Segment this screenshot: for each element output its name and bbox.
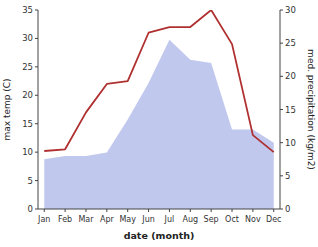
plot-area: [44, 10, 273, 209]
y-tick-label: 25: [22, 62, 33, 72]
x-axis-line: [38, 209, 280, 210]
y2-tick: [280, 76, 283, 77]
temperature-line: [44, 10, 273, 152]
y2-tick-label: 5: [285, 171, 290, 181]
x-tick-label: Apr: [100, 215, 115, 224]
x-tick-label: Nov: [245, 215, 261, 224]
x-tick-label: Dec: [266, 215, 281, 224]
y2-tick-label: 0: [285, 204, 290, 214]
x-tick: [127, 209, 128, 212]
y2-tick-label: 10: [285, 138, 296, 148]
y2-tick-label: 25: [285, 38, 296, 48]
y-tick: [35, 180, 38, 181]
y-tick: [35, 152, 38, 153]
y2-tick: [280, 175, 283, 176]
x-tick-label: May: [119, 215, 136, 224]
x-tick: [85, 209, 86, 212]
y-tick-label: 10: [22, 147, 33, 157]
y-tick: [35, 209, 38, 210]
y2-tick: [280, 43, 283, 44]
y2-tick-label: 15: [285, 105, 296, 115]
y-tick: [35, 10, 38, 11]
x-tick: [252, 209, 253, 212]
x-tick: [232, 209, 233, 212]
y2-tick: [280, 142, 283, 143]
x-tick: [148, 209, 149, 212]
y-tick: [35, 123, 38, 124]
y2-tick: [280, 109, 283, 110]
y2-tick-label: 30: [285, 5, 296, 15]
y2-tick: [280, 209, 283, 210]
x-tick: [211, 209, 212, 212]
chart: 0 5 10 15 20 25 30 35 0 5 10 15 20 25 30 Jan Feb Mar Apr Ma…: [0, 0, 318, 247]
x-tick: [273, 209, 274, 212]
x-tick: [44, 209, 45, 212]
y-tick-label: 30: [22, 33, 33, 43]
x-tick-label: Jul: [164, 215, 175, 224]
x-axis-label: date (month): [124, 230, 195, 241]
x-tick-label: Jan: [37, 215, 50, 224]
y-tick: [35, 95, 38, 96]
y-tick-label: 0: [28, 204, 33, 214]
x-tick-label: Oct: [225, 215, 239, 224]
y-tick-label: 15: [22, 119, 33, 129]
y-tick-label: 5: [28, 176, 33, 186]
y-tick-label: 20: [22, 90, 33, 100]
x-tick: [106, 209, 107, 212]
x-tick-label: Aug: [182, 215, 198, 224]
x-tick-label: Mar: [78, 215, 94, 224]
x-tick-label: Jun: [141, 215, 155, 224]
y-tick: [35, 66, 38, 67]
x-tick: [169, 209, 170, 212]
x-tick: [65, 209, 66, 212]
x-tick-label: Sep: [204, 215, 219, 224]
y-tick: [35, 38, 38, 39]
x-tick: [190, 209, 191, 212]
y2-tick: [280, 10, 283, 11]
y-tick-label: 35: [22, 5, 33, 15]
x-tick-label: Feb: [58, 215, 72, 224]
y2-axis-label: med. precipitation (kg/m2): [306, 49, 316, 170]
y-axis-label: max temp (C): [2, 78, 12, 140]
y-axis-line: [38, 10, 39, 209]
y2-tick-label: 20: [285, 71, 296, 81]
